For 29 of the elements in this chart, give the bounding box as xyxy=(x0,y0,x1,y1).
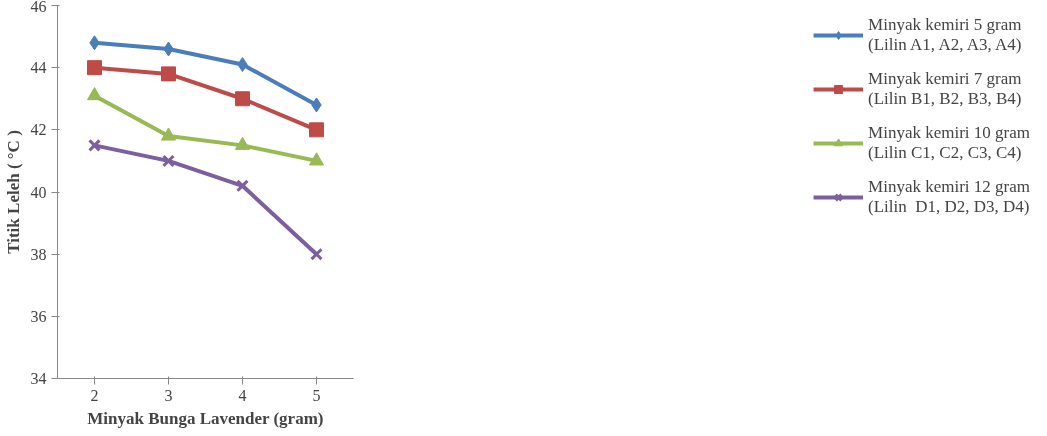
point xyxy=(235,136,250,150)
legend-label: Minyak kemiri 12 gram (Lilin D1, D2, D3, D4) xyxy=(868,177,1030,217)
legend-label: Minyak kemiri 10 gram (Lilin C1, C2, C3, C4) xyxy=(868,123,1030,163)
point xyxy=(310,247,323,261)
y-tick-label: 44 xyxy=(30,59,47,77)
y-tick-label: 38 xyxy=(30,245,47,263)
point xyxy=(87,87,102,101)
x-tick-label: 4 xyxy=(238,386,247,404)
y-tick-label: 40 xyxy=(30,183,47,201)
point xyxy=(309,122,324,138)
point xyxy=(309,152,324,166)
point xyxy=(235,91,250,107)
x-tick-label: 3 xyxy=(164,386,173,404)
y-axis-title: Titik Leleh ( °C ) xyxy=(3,130,23,254)
y-tick-label: 36 xyxy=(30,307,47,325)
x-tick-label: 2 xyxy=(90,386,99,404)
legend-label: Minyak kemiri 7 gram (Lilin B1, B2, B3, B4) xyxy=(868,69,1022,109)
point xyxy=(161,127,176,141)
y-tick-label: 46 xyxy=(30,0,47,15)
point xyxy=(88,138,101,152)
point xyxy=(236,179,249,193)
x-axis-title: Minyak Bunga Lavender (gram) xyxy=(87,408,324,428)
y-tick-label: 34 xyxy=(30,370,47,387)
x-tick-label: 5 xyxy=(312,386,321,404)
point xyxy=(162,154,175,168)
y-tick-label: 42 xyxy=(30,121,47,139)
point xyxy=(161,66,176,82)
point xyxy=(87,60,102,76)
legend-label: Minyak kemiri 5 gram (Lilin A1, A2, A3, A4) xyxy=(868,15,1022,55)
